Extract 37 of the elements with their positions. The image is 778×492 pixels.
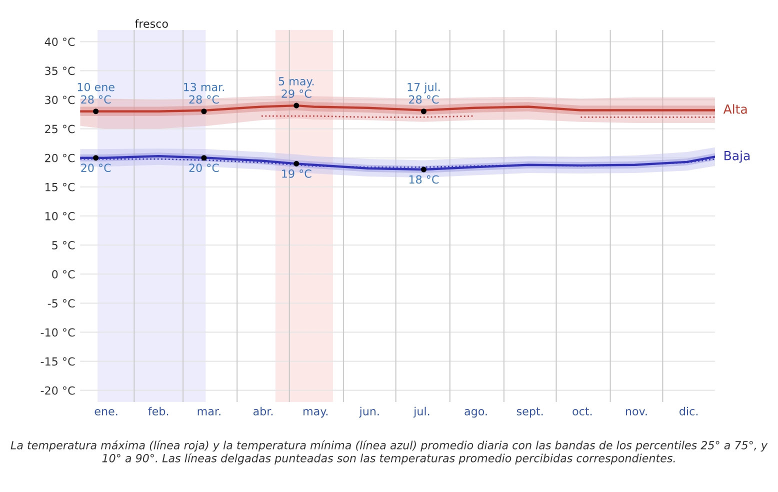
y-tick-label: 25 °C [45, 124, 75, 134]
x-tick-label: ago. [464, 409, 487, 418]
annotation: 13 mar. 28 °C [184, 82, 224, 104]
x-tick-label: nov. [626, 409, 647, 416]
x-tick-label: oct. [572, 407, 592, 416]
x-tick-label: jun. [359, 406, 379, 418]
y-tick-label: 10 °C [46, 212, 75, 220]
annotation: 20 °C [81, 164, 111, 172]
annotation: 17 jul. 28 °C [408, 82, 440, 104]
annotation: 5 may. 29 °C [278, 77, 314, 98]
y-tick-label: -15 °C [40, 357, 75, 366]
y-tick-label: -20 °C [40, 386, 75, 395]
x-tick-label: abr. [253, 406, 273, 416]
y-tick-label: 30 °C [45, 96, 75, 104]
x-tick-label: may. [304, 409, 328, 418]
y-tick-label: 15 °C [46, 182, 75, 192]
x-tick-label: dic. [680, 406, 698, 416]
y-tick-label: -5 °C [48, 299, 75, 308]
y-tick-label: 40 °C [44, 38, 75, 46]
annotation: 10 ene 28 °C [78, 82, 114, 104]
band-label: fresco [135, 19, 168, 28]
y-tick-label: 35 °C [45, 66, 75, 76]
series-label: Alta [723, 104, 747, 114]
y-tick-label: 0 °C [52, 270, 75, 278]
x-tick-label: mar. [198, 409, 220, 416]
x-tick-label: ene. [94, 409, 118, 416]
annotation: 20 °C [189, 164, 219, 172]
text: La temperatura máxima (línea roja) y la temperatura mínima (línea azul) promedio diaria con las bandas de los percentiles 25° a 75°, y 10° a 90°. Las líneas delgadas punteadas son las temperaturas promedio percibidas correspondientes. [10, 440, 768, 465]
x-tick-label: sept. [516, 407, 543, 418]
annotation: 18 °C [409, 175, 439, 184]
x-tick-label: jul. [413, 406, 430, 418]
series-label: Baja [724, 150, 750, 163]
annotation: 19 °C [282, 169, 312, 178]
y-tick-label: 20 °C [45, 154, 75, 162]
x-tick-label: feb. [148, 406, 168, 416]
y-tick-label: 5 °C [52, 241, 75, 250]
y-tick-label: -10 °C [40, 328, 75, 337]
